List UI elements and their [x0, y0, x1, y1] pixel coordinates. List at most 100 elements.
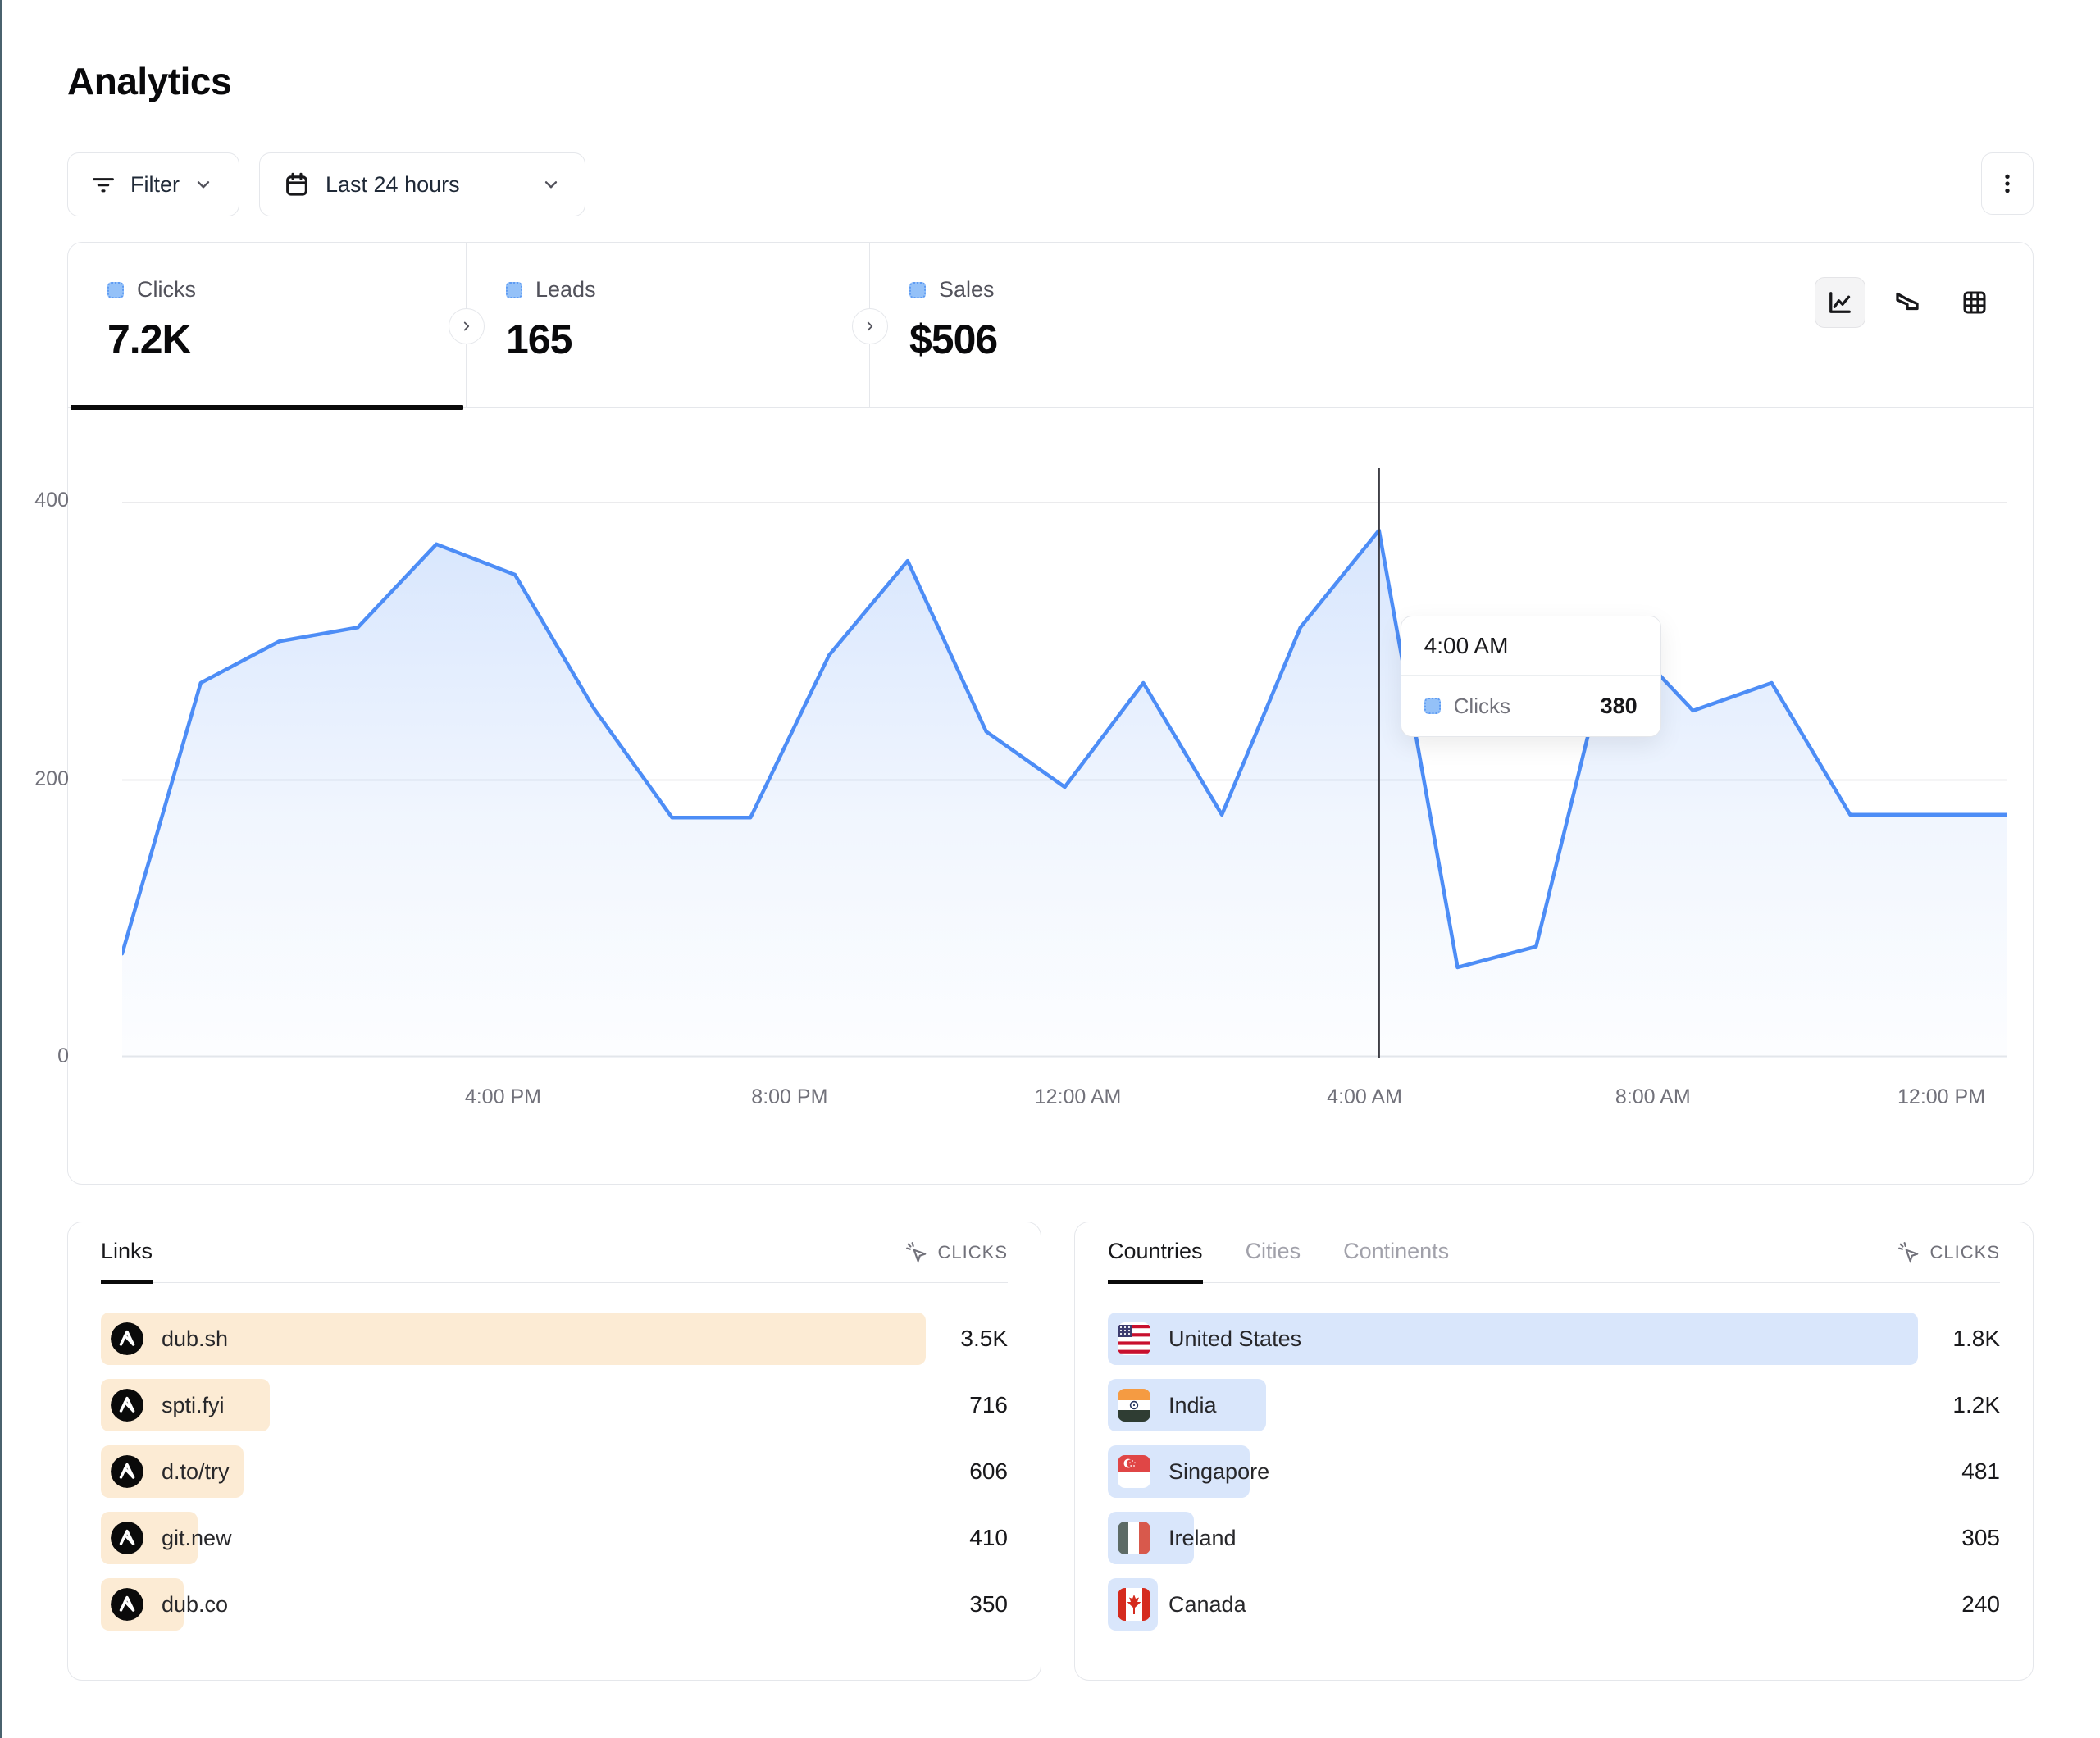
link-row[interactable]: spti.fyi 716 — [101, 1379, 1008, 1431]
clicks-value: 7.2K — [107, 316, 192, 362]
tab-continents[interactable]: Continents — [1343, 1238, 1450, 1263]
tab-links[interactable]: Links — [101, 1222, 153, 1284]
country-row[interactable]: India 1.2K — [1108, 1379, 2000, 1431]
page-title: Analytics — [67, 60, 232, 102]
x-axis-tick: 8:00 AM — [1615, 1085, 1691, 1108]
row-label: dub.co — [162, 1591, 229, 1617]
x-axis-tick: 12:00 AM — [1034, 1085, 1122, 1108]
dub-logo-icon — [111, 1322, 143, 1355]
sales-legend-swatch — [909, 281, 926, 298]
tooltip-series-label: Clicks — [1453, 693, 1510, 718]
chart-tooltip: 4:00 AM Clicks 380 — [1400, 616, 1661, 737]
x-axis-tick: 4:00 AM — [1327, 1085, 1402, 1108]
row-value: 606 — [969, 1458, 1008, 1484]
tooltip-time: 4:00 AM — [1401, 616, 1660, 676]
cursor-click-icon — [905, 1241, 926, 1262]
row-label: India — [1168, 1392, 1217, 1417]
row-value: 1.2K — [1952, 1392, 2000, 1417]
row-bar — [101, 1313, 926, 1365]
row-label: Singapore — [1168, 1458, 1270, 1484]
x-axis-tick: 12:00 PM — [1897, 1085, 1986, 1108]
chevron-down-icon — [544, 181, 558, 189]
country-row[interactable]: Canada 240 — [1108, 1578, 2000, 1631]
country-row[interactable]: Ireland 305 — [1108, 1512, 2000, 1564]
link-row[interactable]: git.new 410 — [101, 1512, 1008, 1564]
clicks-legend-swatch — [107, 281, 124, 298]
x-axis-tick: 8:00 PM — [751, 1085, 828, 1108]
stat-label: Leads — [535, 277, 596, 302]
row-label: Ireland — [1168, 1525, 1237, 1550]
metric-label: CLICKS — [1929, 1241, 2000, 1263]
funnel-view-button[interactable] — [1882, 277, 1933, 328]
country-row[interactable]: Singapore 481 — [1108, 1445, 2000, 1498]
links-list: dub.sh 3.5K spti.fyi 716 d.to/try 606 git.n… — [68, 1283, 1041, 1631]
line-chart-view-button[interactable] — [1815, 277, 1865, 328]
tab-cities[interactable]: Cities — [1245, 1238, 1301, 1263]
metric-label: CLICKS — [937, 1241, 1008, 1263]
row-value: 350 — [969, 1591, 1008, 1617]
stat-label: Sales — [939, 277, 995, 302]
grid-table-icon — [1963, 291, 1986, 314]
clicks-area-chart[interactable] — [122, 468, 2007, 1058]
tab-clicks[interactable]: Clicks 7.2K — [68, 243, 467, 410]
sales-value: $506 — [909, 316, 998, 362]
row-label: Canada — [1168, 1591, 1246, 1617]
expand-leads-sales-button[interactable] — [852, 308, 888, 344]
filter-button[interactable]: Filter — [67, 152, 239, 216]
clicks-line — [122, 528, 2007, 970]
flag-singapore-icon — [1118, 1455, 1150, 1488]
row-value: 481 — [1961, 1458, 2000, 1484]
tab-leads[interactable]: Leads 165 — [467, 243, 870, 408]
calendar-icon — [286, 172, 307, 196]
chart-type-switcher — [1815, 277, 2000, 328]
countries-panel: Countries Cities Continents CLICKS United … — [1074, 1222, 2034, 1681]
cursor-click-icon — [1897, 1241, 1918, 1262]
links-panel-header: Links CLICKS — [101, 1222, 1008, 1284]
more-options-button[interactable] — [1981, 152, 2034, 215]
country-row[interactable]: United States 1.8K — [1108, 1313, 2000, 1365]
flag-us-icon — [1118, 1322, 1150, 1355]
expand-clicks-leads-button[interactable] — [449, 308, 485, 344]
leads-legend-swatch — [506, 281, 522, 298]
date-range-button[interactable]: Last 24 hours — [259, 152, 585, 216]
row-value: 716 — [969, 1392, 1008, 1417]
dub-logo-icon — [111, 1455, 143, 1488]
row-label: git.new — [162, 1525, 232, 1550]
chevron-right-icon — [463, 321, 470, 331]
filter-button-label: Filter — [130, 171, 180, 197]
row-label: United States — [1168, 1326, 1302, 1351]
kebab-menu-icon — [2005, 174, 2010, 193]
row-label: dub.sh — [162, 1326, 229, 1351]
area-fill — [122, 530, 2007, 1058]
dub-logo-icon — [111, 1389, 143, 1422]
chevron-right-icon — [867, 321, 873, 331]
flag-canada-icon — [1118, 1588, 1150, 1621]
y-axis-tick: 0 — [57, 1044, 69, 1067]
link-row[interactable]: dub.sh 3.5K — [101, 1313, 1008, 1365]
tab-countries[interactable]: Countries — [1108, 1222, 1203, 1284]
line-chart-icon — [1829, 292, 1851, 313]
flag-india-icon — [1118, 1389, 1150, 1422]
date-range-label: Last 24 hours — [326, 171, 460, 197]
countries-panel-header: Countries Cities Continents CLICKS — [1108, 1222, 2000, 1284]
links-panel: Links CLICKS dub.sh 3.5K spti.fyi 716 d.to… — [67, 1222, 1041, 1681]
row-value: 240 — [1961, 1591, 2000, 1617]
stats-tabs-row: Clicks 7.2K Leads 165 Sales $506 — [68, 243, 2033, 410]
dub-logo-icon — [111, 1522, 143, 1554]
row-value: 1.8K — [1952, 1326, 2000, 1351]
stat-label: Clicks — [137, 277, 196, 302]
tab-sales[interactable]: Sales $506 — [870, 243, 1444, 408]
y-axis-tick: 200 — [34, 767, 69, 790]
links-metric-selector[interactable]: CLICKS — [905, 1222, 1008, 1282]
link-row[interactable]: dub.co 350 — [101, 1578, 1008, 1631]
tooltip-value: 380 — [1600, 693, 1638, 718]
chevron-down-icon — [197, 181, 210, 189]
link-row[interactable]: d.to/try 606 — [101, 1445, 1008, 1498]
row-value: 410 — [969, 1525, 1008, 1550]
filter-icon — [93, 178, 114, 193]
window-edge-strip — [0, 0, 2, 1738]
countries-metric-selector[interactable]: CLICKS — [1897, 1222, 2000, 1282]
row-bar — [1108, 1313, 1918, 1365]
x-axis: 4:00 PM 8:00 PM 12:00 AM 4:00 AM 8:00 AM 12:0… — [122, 1085, 2007, 1118]
table-view-button[interactable] — [1949, 277, 2000, 328]
